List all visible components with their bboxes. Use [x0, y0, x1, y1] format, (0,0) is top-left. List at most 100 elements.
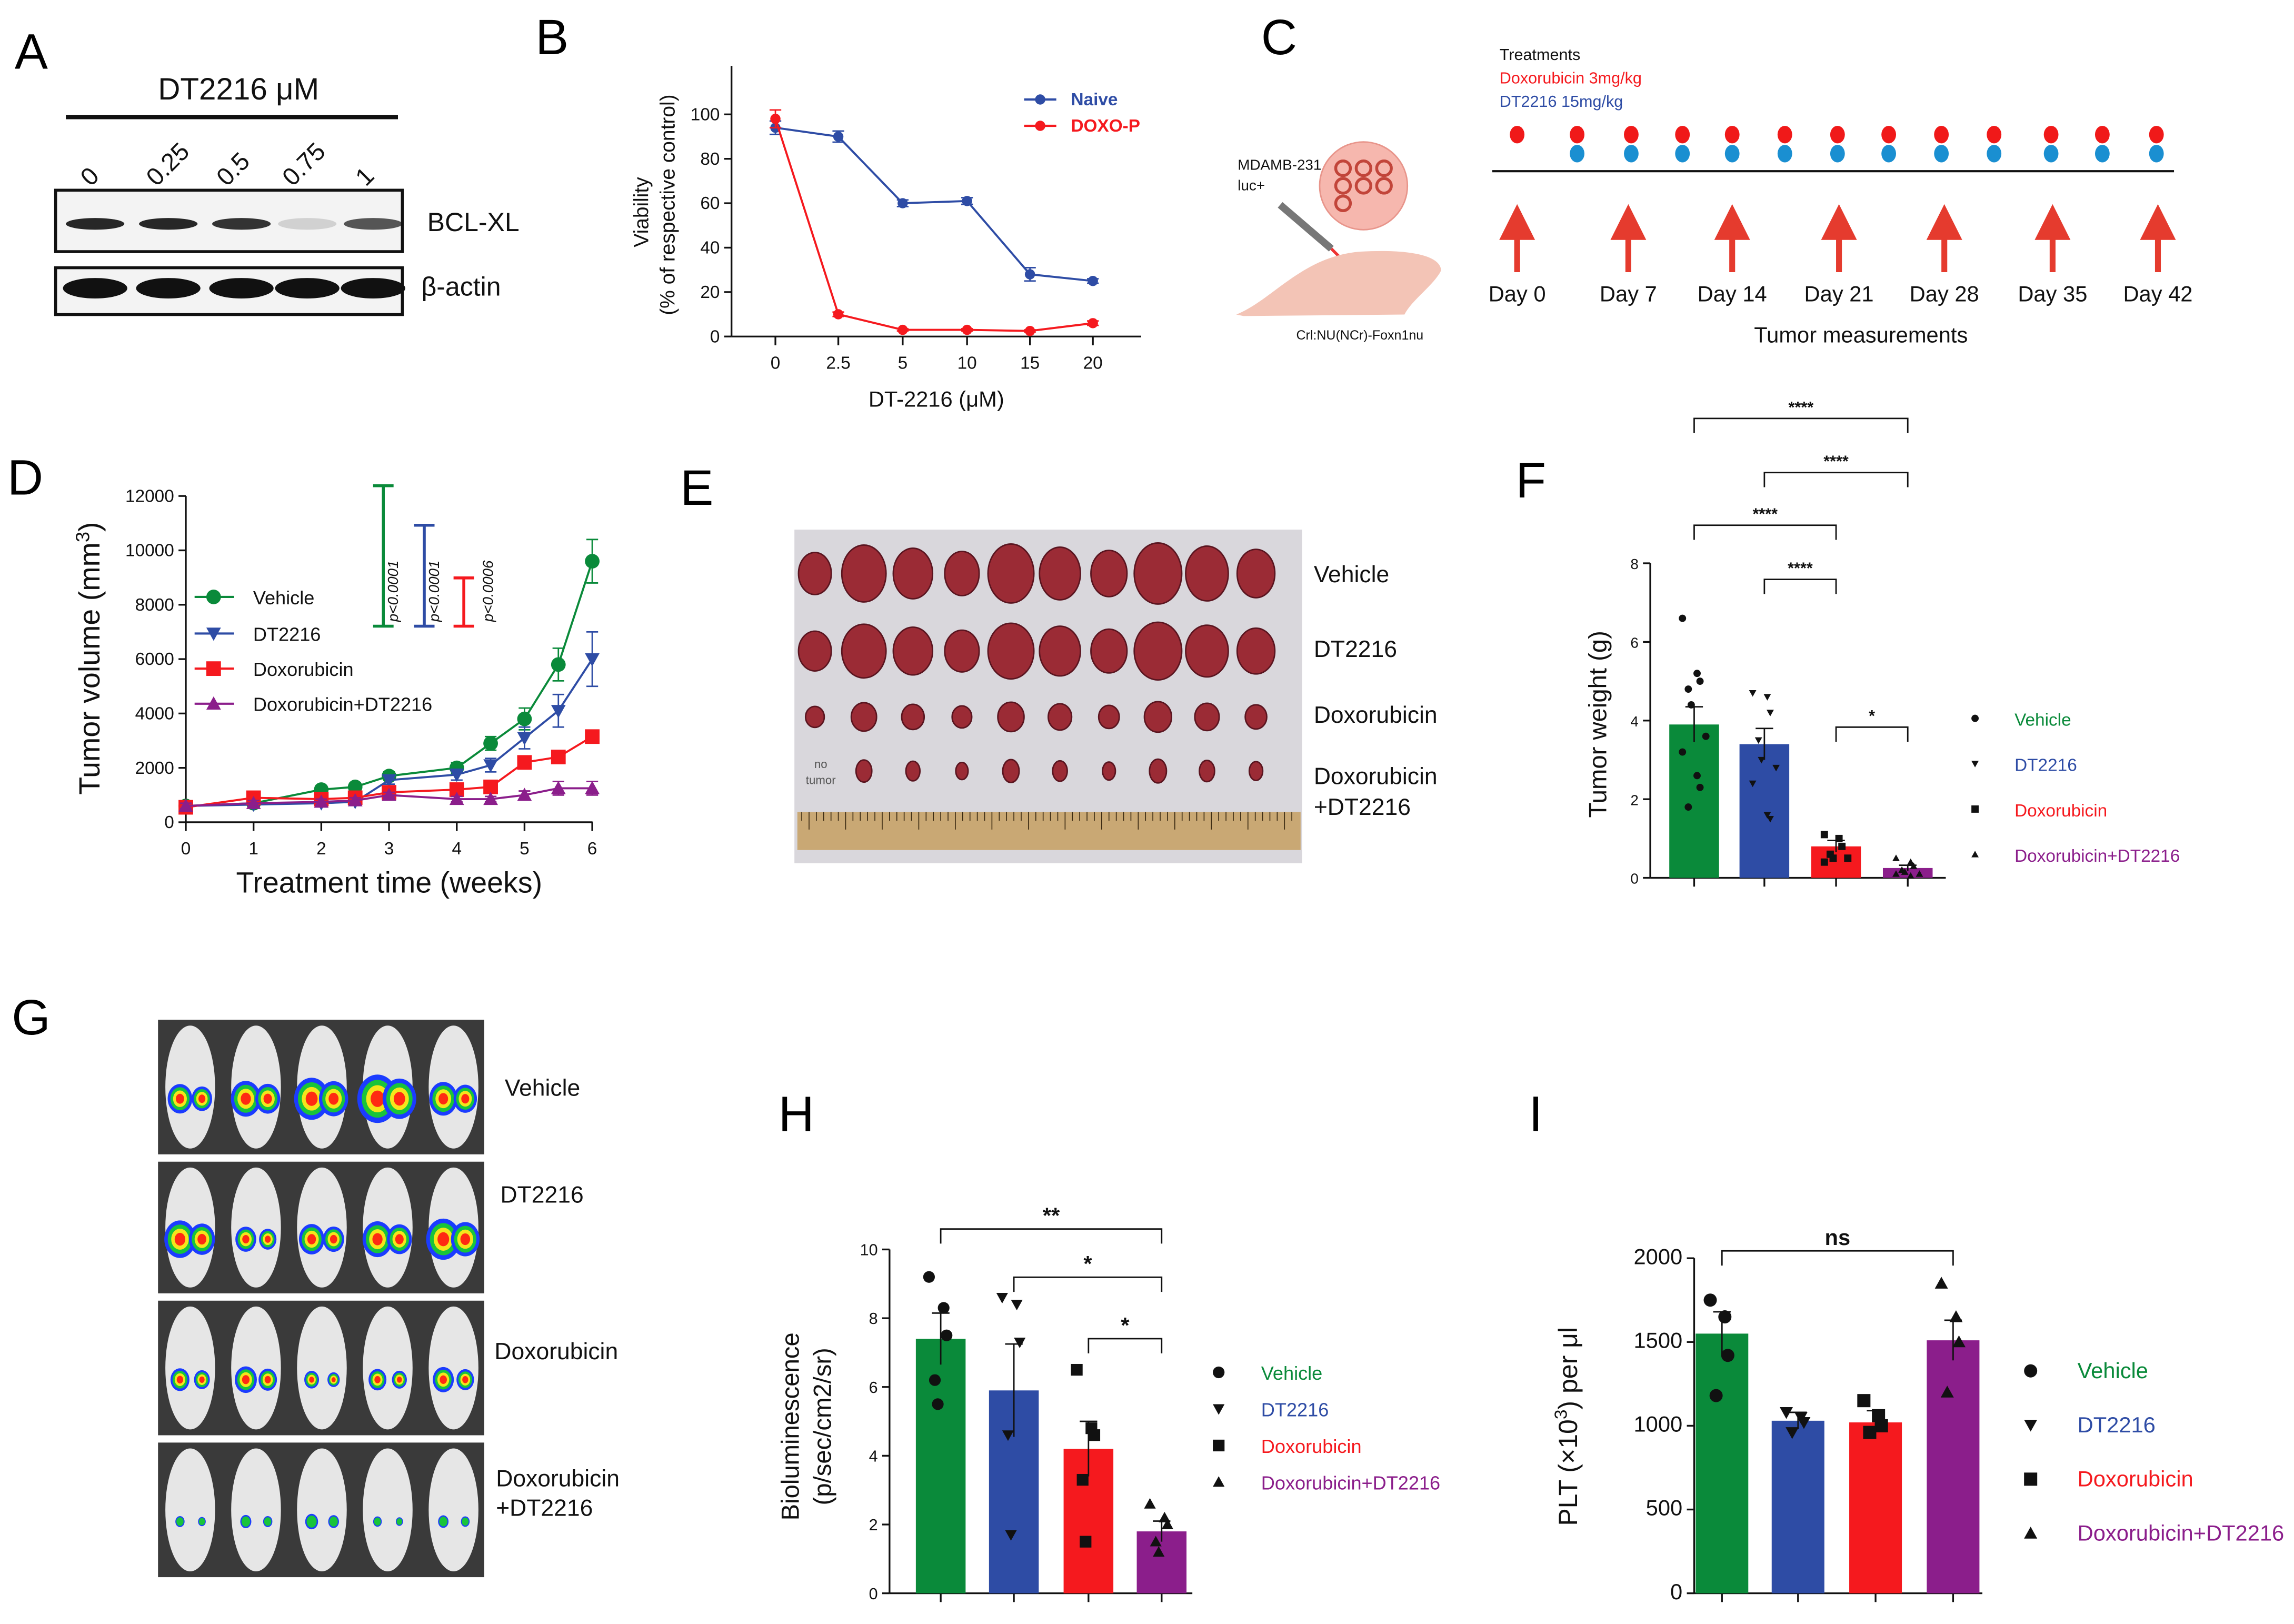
y-tick-label: 2000 — [1633, 1244, 1682, 1269]
bioluminescence-signal — [264, 1376, 271, 1384]
panel-label-i: I — [1529, 1086, 1542, 1142]
bioluminescence-signal — [329, 1516, 338, 1527]
mouse-strain-label: Crl:NU(NCr)-Foxn1nu — [1296, 328, 1423, 343]
measurement-arrow-icon — [1821, 204, 1857, 272]
significance-bar — [414, 523, 435, 628]
data-point — [962, 196, 972, 206]
data-point — [1901, 868, 1909, 875]
doxorubicin-dose-dot — [1830, 126, 1845, 144]
tumor — [1236, 549, 1276, 599]
y-tick-label: 0 — [1670, 1579, 1682, 1604]
data-point — [1150, 1536, 1162, 1547]
band-beta-actin — [341, 278, 405, 298]
bioluminescence-signal — [241, 1516, 251, 1527]
data-point — [1024, 269, 1035, 280]
p-value-label: p<0.0001 — [385, 561, 401, 623]
bioluminescence-signal — [460, 1233, 471, 1246]
tumor — [997, 701, 1025, 733]
bar — [1739, 744, 1790, 878]
series-line — [185, 658, 593, 807]
legend-marker — [2024, 1364, 2038, 1378]
series-line — [185, 735, 593, 809]
data-point — [551, 781, 566, 794]
data-point — [449, 792, 464, 805]
legend-label: Doxorubicin — [2078, 1467, 2193, 1491]
data-point — [585, 554, 600, 569]
y-tick-label: 1500 — [1633, 1328, 1682, 1352]
y-tick-label: 10 — [860, 1241, 878, 1259]
group-label: +DT2216 — [496, 1495, 593, 1521]
band-bcl-xl — [139, 218, 198, 230]
data-point — [1721, 1349, 1734, 1362]
y-tick-label: 0 — [869, 1585, 878, 1603]
data-point — [1767, 815, 1774, 823]
data-point — [1024, 325, 1035, 336]
panel-b-viability-chart: 0 20 40 60 80 100 0 2.5 5 10 15 20 DT-2216 (μM) Viabi… — [630, 66, 1141, 412]
tumor — [1002, 759, 1020, 783]
bioluminescence-signal — [174, 1232, 186, 1246]
y-axis-label: Tumor weight (g) — [1584, 631, 1612, 818]
mouse-image — [297, 1167, 347, 1288]
bioluminescence-signal — [393, 1092, 405, 1106]
panel-label-a: A — [15, 24, 48, 80]
x-tick-label: 3 — [384, 839, 394, 859]
significance-label: **** — [1788, 559, 1813, 577]
significance-label: * — [1869, 707, 1875, 725]
tumor — [944, 629, 980, 673]
legend-label: DT2216 — [1261, 1399, 1329, 1420]
lane-label: 0 — [75, 162, 105, 191]
band-bcl-xl — [344, 218, 403, 230]
data-point — [1916, 870, 1923, 877]
tumor — [1194, 702, 1220, 732]
bioluminescence-signal — [396, 1518, 403, 1525]
data-point — [585, 653, 600, 666]
x-tick-label: 15 — [1020, 353, 1040, 373]
bioluminescence-signal — [330, 1234, 337, 1244]
significance-label: ** — [1043, 1203, 1060, 1228]
data-point — [1749, 690, 1757, 697]
bioluminescence-signal — [198, 1094, 206, 1103]
doxorubicin-dose-label: Doxorubicin 3mg/kg — [1500, 69, 1642, 87]
cell-line-label: luc+ — [1238, 177, 1265, 193]
data-point — [585, 729, 600, 744]
data-point — [1684, 803, 1692, 811]
bioluminescence-signal — [264, 1517, 272, 1526]
data-point — [1767, 710, 1774, 716]
measurement-arrow-icon — [1926, 204, 1962, 272]
legend-marker — [2024, 1472, 2038, 1486]
y-tick-label: 60 — [700, 194, 720, 213]
tumor — [850, 702, 877, 732]
data-point — [551, 657, 566, 672]
series-line — [775, 126, 1093, 282]
data-point — [1952, 1335, 1966, 1348]
dt2216-dose-dot — [1881, 145, 1896, 163]
tumor — [944, 551, 980, 596]
cell-icon — [1375, 159, 1393, 177]
data-point — [1797, 1417, 1811, 1429]
tumor — [1244, 704, 1268, 730]
day-label: Day 21 — [1804, 282, 1874, 306]
day-label: Day 28 — [1910, 282, 1979, 306]
x-tick-label: 2.5 — [826, 353, 850, 373]
tumor — [841, 623, 887, 679]
data-point — [897, 198, 908, 208]
group-label: DT2216 — [1314, 636, 1397, 662]
measurement-arrow-icon — [1610, 204, 1647, 272]
y-axis-label: Bioluminescence — [777, 1332, 805, 1520]
bioluminescence-signal — [374, 1376, 381, 1383]
bioluminescence-signal — [307, 1234, 316, 1244]
bioluminescence-signal — [437, 1232, 450, 1247]
x-tick-label: 20 — [1083, 353, 1103, 373]
x-tick-label: 6 — [587, 839, 597, 859]
cells-illustration — [1319, 141, 1409, 231]
y-tick-label: 10000 — [125, 541, 174, 561]
measurement-arrow-icon — [2034, 204, 2071, 272]
lane-label: 0.5 — [211, 147, 255, 192]
data-point — [1718, 1310, 1732, 1324]
data-point — [1910, 862, 1918, 869]
dt2216-dose-dot — [1987, 145, 2002, 163]
data-point — [1693, 670, 1701, 678]
legend-marker — [206, 661, 221, 676]
